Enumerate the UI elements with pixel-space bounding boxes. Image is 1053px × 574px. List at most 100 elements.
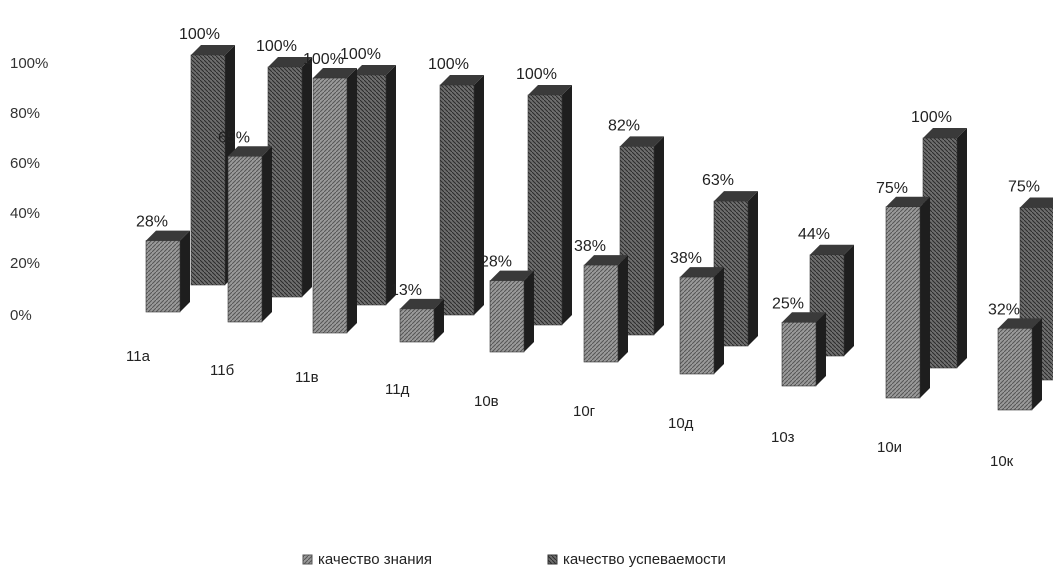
bars: 100%28%100%65%100%100% 100%13%100%28%82%3… [136, 26, 1053, 411]
bar-knowledge [227, 146, 272, 323]
bar-side [474, 75, 484, 315]
bar-knowledge [489, 270, 534, 353]
category-labels: 11а 11б 11в 11д 10в 10г 10д 10з 10и 10к [126, 348, 1014, 470]
bar-performance [439, 75, 484, 316]
x-tick-label: 10к [990, 453, 1014, 470]
bar-side [714, 267, 724, 374]
bar-knowledge [997, 318, 1042, 411]
bar-knowledge [399, 298, 444, 343]
y-tick-label: 0% [10, 307, 32, 324]
bar-front [399, 308, 435, 343]
bar-top [528, 85, 572, 95]
bar-knowledge [885, 196, 930, 399]
bar-top [782, 312, 826, 323]
data-label-performance: 82% [608, 117, 640, 134]
x-tick-label: 10г [573, 403, 596, 420]
bar-side [302, 57, 312, 297]
bar-performance [809, 244, 854, 357]
bar-side [844, 244, 854, 356]
data-label-performance: 100% [256, 38, 297, 55]
y-tick-label: 20% [10, 255, 40, 272]
bar-front [227, 155, 263, 323]
bar-front [489, 280, 525, 353]
x-tick-label: 10д [668, 415, 694, 432]
bar-side [748, 191, 758, 346]
bar-knowledge [781, 312, 826, 387]
bar-top [584, 255, 628, 266]
x-tick-label: 10з [771, 429, 795, 446]
y-tick-label: 40% [10, 205, 40, 222]
x-tick-label: 11б [210, 362, 234, 379]
legend: качество знания качество успеваемости [302, 551, 726, 568]
bar-side [434, 298, 444, 342]
data-label-knowledge: 25% [772, 295, 804, 312]
bar-side [920, 196, 930, 398]
bar-front [885, 206, 921, 399]
bar-top [490, 270, 534, 281]
y-tick-label: 80% [10, 105, 40, 122]
bar-side [180, 230, 190, 312]
bar-knowledge [312, 68, 357, 334]
bar-front [997, 328, 1033, 411]
bar-side [957, 128, 967, 368]
bar-side [262, 146, 272, 322]
x-tick-label: 10в [474, 393, 499, 410]
bar-front [145, 240, 181, 313]
data-label-knowledge: 13% [390, 282, 422, 299]
x-tick-label: 11д [385, 381, 410, 398]
bar-top [923, 128, 967, 138]
bar-top [810, 244, 854, 255]
bar-knowledge [145, 230, 190, 313]
data-label-knowledge: 28% [480, 254, 512, 271]
bar-side [1032, 318, 1042, 410]
x-tick-label: 10и [877, 439, 902, 456]
bar-top [440, 75, 484, 85]
data-label-performance: 100% [340, 46, 381, 63]
legend-swatch-knowledge [302, 554, 313, 565]
bar-knowledge [679, 267, 724, 375]
legend-swatch-performance [547, 554, 558, 565]
bar-performance [190, 45, 235, 286]
data-label-performance: 100% [179, 26, 220, 43]
y-tick-label: 100% [10, 55, 48, 72]
bar-side [816, 312, 826, 386]
bar-top [400, 298, 444, 309]
data-label-performance: 44% [798, 226, 830, 243]
bar-side [386, 65, 396, 305]
x-tick-label: 11в [295, 369, 319, 386]
bar-front [267, 66, 303, 298]
legend-label-performance: качество успеваемости [563, 551, 726, 568]
data-label-performance: 63% [702, 172, 734, 189]
data-label-knowledge: 38% [670, 250, 702, 267]
bar-front [190, 54, 226, 286]
bar-top [191, 45, 235, 55]
data-label-performance: 100% [516, 66, 557, 83]
data-label-performance: 75% [1008, 179, 1040, 196]
bar-top [352, 65, 396, 75]
x-tick-label: 11а [126, 348, 151, 365]
legend-label-knowledge: качество знания [318, 551, 432, 568]
data-label-performance: 100% [911, 109, 952, 126]
bar-performance [267, 57, 312, 298]
y-axis: 0% 20% 40% 60% 80% 100% [10, 55, 48, 324]
bar-top [998, 318, 1042, 329]
bar-top [228, 146, 272, 157]
y-tick-label: 60% [10, 155, 40, 172]
bar-side [562, 85, 572, 325]
data-label-knowledge: 38% [574, 238, 606, 255]
bar-front [351, 74, 387, 306]
bar-side [618, 255, 628, 362]
bar-performance [527, 85, 572, 326]
bar-top [680, 267, 724, 278]
bar-side [654, 136, 664, 335]
data-label-knowledge: 75% [876, 180, 908, 197]
data-label-performance: 100% [428, 56, 469, 73]
bar-top [313, 68, 357, 78]
bar-top [886, 196, 930, 207]
bar-front [312, 77, 348, 334]
bar-front [679, 276, 715, 375]
bar-top [714, 191, 758, 202]
bar-performance [619, 136, 664, 336]
data-label-knowledge: 100% [303, 51, 344, 68]
